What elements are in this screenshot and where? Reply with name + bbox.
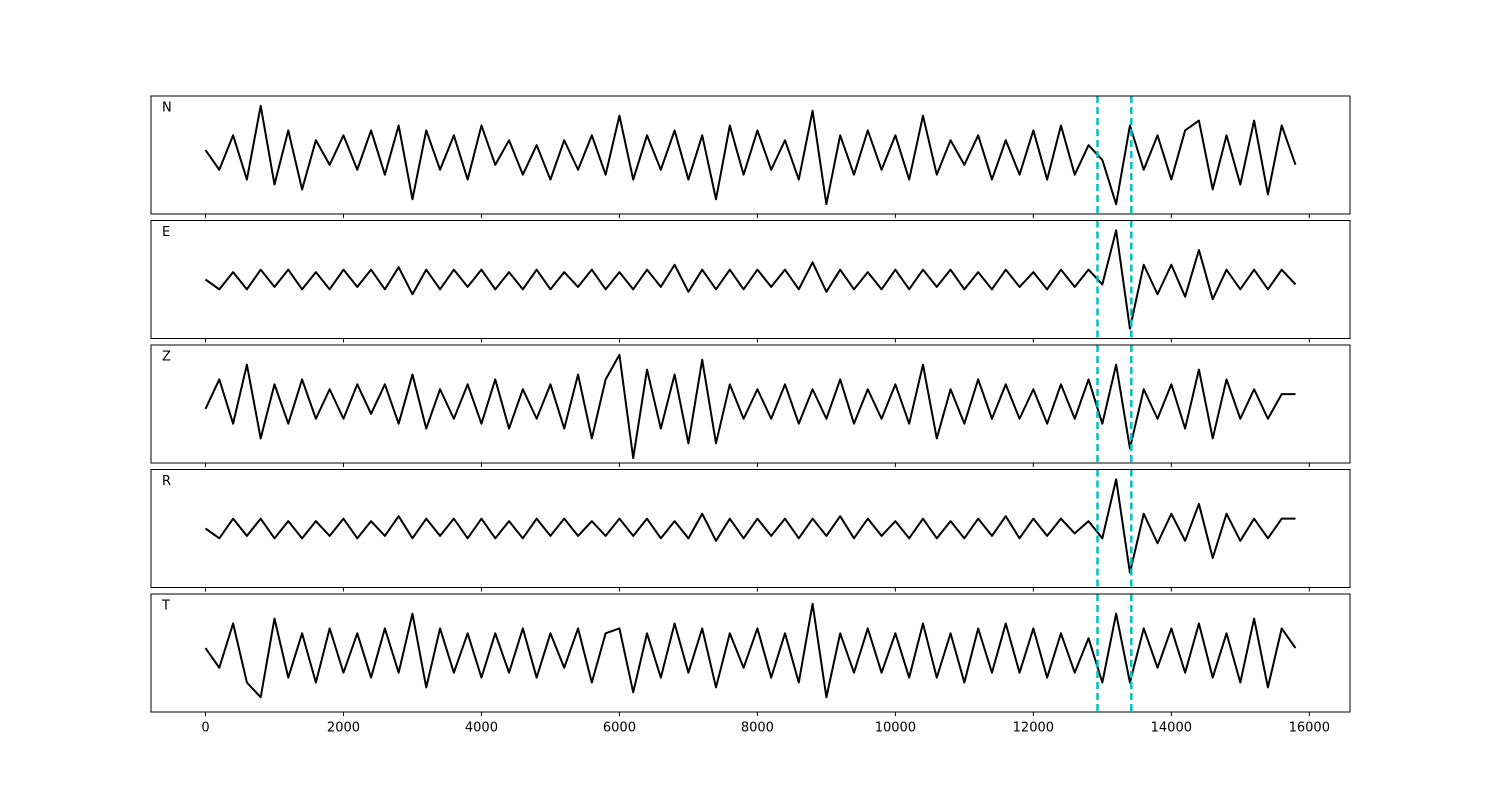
panel-frame [150, 95, 1351, 215]
trace [204, 229, 1297, 330]
panel-label: T [161, 599, 170, 614]
x-tick-label: 6000 [603, 721, 636, 736]
x-tick-label: 16000 [1289, 721, 1330, 736]
panel-frame [150, 344, 1351, 464]
panel-label: N [162, 101, 172, 116]
x-tick-label: 8000 [741, 721, 774, 736]
x-tick-label: 2000 [327, 721, 360, 736]
panel-label: Z [162, 350, 171, 365]
x-tick-label: 10000 [875, 721, 916, 736]
panel-label: E [162, 225, 170, 240]
x-tick-label: 14000 [1151, 721, 1192, 736]
trace [204, 602, 1297, 699]
panel-label: R [162, 474, 171, 489]
x-tick-label: 12000 [1013, 721, 1054, 736]
trace [204, 104, 1297, 206]
x-tick-label: 4000 [465, 721, 498, 736]
panel-frame [150, 220, 1351, 339]
panel-frame [150, 469, 1351, 588]
trace [204, 478, 1296, 574]
x-tick-label: 0 [201, 721, 209, 736]
panel-frame [150, 593, 1351, 713]
trace [204, 353, 1296, 460]
